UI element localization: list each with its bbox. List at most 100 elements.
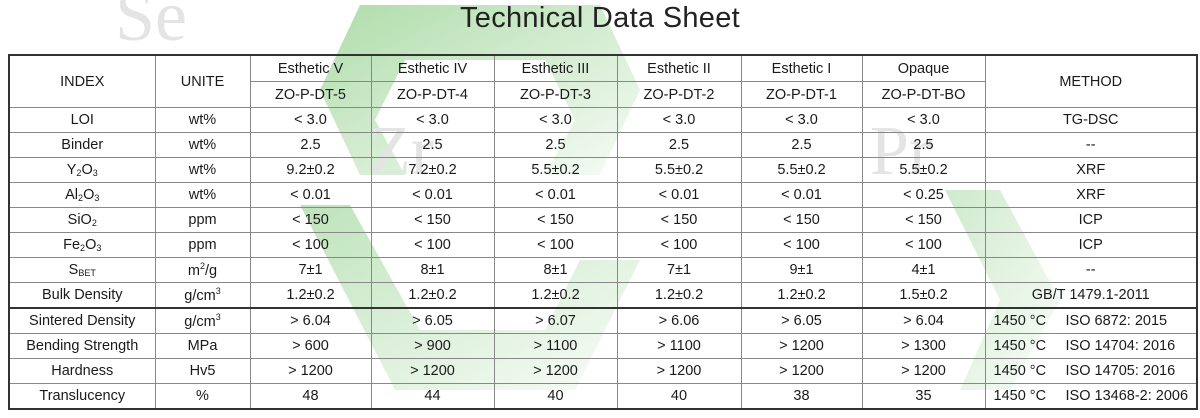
cell-text: MPa [187, 338, 218, 354]
cell-text: Y [66, 162, 77, 178]
page-title: Technical Data Sheet [459, 2, 741, 34]
method-cell: XRF [984, 157, 1198, 183]
value-cell: 1.2±0.2 [249, 282, 372, 309]
value-cell: > 1300 [861, 333, 986, 359]
value-cell: < 0.01 [616, 182, 742, 208]
value-cell: 1.2±0.2 [370, 282, 495, 309]
method-standard: ISO 6872: 2015 [1065, 313, 1168, 329]
value-cell: < 100 [616, 232, 742, 258]
header-index: INDEX [8, 54, 156, 108]
table-row: Binder wt% 2.5 2.5 2.5 2.5 2.5 2.5 -- [8, 132, 1198, 158]
cell-text: Hardness [51, 363, 114, 379]
cell-text: wt% [188, 137, 217, 153]
unit-cell: % [154, 383, 251, 410]
method-cell: TG-DSC [984, 107, 1198, 133]
value-cell: < 150 [370, 207, 495, 233]
value-cell: > 900 [370, 333, 495, 359]
value-cell: > 1200 [740, 333, 863, 359]
value-cell: 1.2±0.2 [616, 282, 742, 309]
index-cell: Binder [8, 132, 156, 158]
method-cell: 1450 °C ISO 13468-2: 2006 [984, 383, 1198, 410]
value-cell: 7.2±0.2 [370, 157, 495, 183]
value-cell: > 6.05 [740, 307, 863, 334]
value-cell: < 100 [249, 232, 372, 258]
table-body: INDEX UNITE Esthetic V Esthetic IV Esthetic … [8, 54, 1198, 410]
index-cell: Sintered Density [8, 307, 156, 334]
header-product-name: Opaque [861, 54, 986, 82]
method-standard: ISO 14705: 2016 [1065, 363, 1176, 379]
subscript-text: 3 [94, 193, 100, 203]
value-cell: 7±1 [249, 257, 372, 283]
header-row: ZO-P-DT-5 ZO-P-DT-4 ZO-P-DT-3 ZO-P-DT-2 ZO-P… [9, 81, 1197, 108]
header-product-code: ZO-P-DT-3 [493, 81, 618, 108]
method-standard: ISO 13468-2: 2006 [1065, 388, 1189, 404]
value-cell: < 3.0 [740, 107, 863, 133]
value-cell: < 3.0 [616, 107, 742, 133]
table-row: Fe2O3 ppm < 100 < 100 < 100 < 100 < 100 < 100 IC… [8, 232, 1198, 258]
cell-text: Sintered Density [29, 313, 136, 329]
value-cell: 4±1 [861, 257, 986, 283]
header-product-code: ZO-P-DT-5 [249, 81, 372, 108]
subscript-text: BET [78, 268, 96, 278]
cell-text: O [85, 237, 97, 253]
value-cell: < 150 [861, 207, 986, 233]
value-cell: 5.5±0.2 [616, 157, 742, 183]
unit-cell: Hv5 [154, 358, 251, 384]
cell-text: g/cm [184, 314, 216, 330]
value-cell: 5.5±0.2 [861, 157, 986, 183]
value-cell: > 6.07 [493, 307, 618, 334]
cell-text: Hv5 [189, 363, 216, 379]
method-cell: ICP [984, 207, 1198, 233]
value-cell: 2.5 [740, 132, 863, 158]
value-cell: 8±1 [493, 257, 618, 283]
cell-text: g/cm [184, 288, 216, 304]
unit-cell: ppm [154, 207, 251, 233]
index-cell: Fe2O3 [8, 232, 156, 258]
index-cell: Bending Strength [8, 333, 156, 359]
unit-cell: wt% [154, 107, 251, 133]
subscript-text: 2 [78, 193, 84, 203]
value-cell: < 150 [249, 207, 372, 233]
table-row: LOI wt% < 3.0 < 3.0 < 3.0 < 3.0 < 3.0 < 3.0 TG-D… [8, 107, 1198, 133]
method-temperature: 1450 °C [993, 313, 1047, 329]
header-product-code: ZO-P-DT-2 [616, 81, 742, 108]
value-cell: < 0.01 [493, 182, 618, 208]
value-cell: > 6.04 [861, 307, 986, 334]
table-row: Translucency% 48 44 40 40 38 35 1450 °C ISO 1346… [8, 383, 1198, 410]
index-cell: Translucency [8, 383, 156, 410]
subscript-text: 3 [92, 168, 98, 178]
cell-text: ppm [188, 212, 217, 228]
index-cell: Bulk Density [8, 282, 156, 309]
value-cell: < 100 [493, 232, 618, 258]
cell-text: Bending Strength [26, 338, 139, 354]
cell-text: ppm [188, 237, 217, 253]
table-row: Y2O3 wt% 9.2±0.2 7.2±0.2 5.5±0.2 5.5±0.2 5.5±0… [8, 157, 1198, 183]
cell-text: O [81, 162, 93, 178]
cell-text: S [68, 262, 79, 278]
table-row: SiO2 ppm < 150 < 150 < 150 < 150 < 150 < 150 ICP [8, 207, 1198, 233]
header-method: METHOD [984, 54, 1198, 108]
value-cell: < 100 [370, 232, 495, 258]
value-cell: 48 [249, 383, 372, 410]
value-cell: < 150 [616, 207, 742, 233]
value-cell: 2.5 [493, 132, 618, 158]
table-row: Hardness Hv5 > 1200 > 1200 > 1200 > 1200 > 120… [8, 358, 1198, 384]
value-cell: < 3.0 [493, 107, 618, 133]
unit-cell: ppm [154, 232, 251, 258]
cell-text: /g [205, 263, 218, 279]
superscript-text: 2 [199, 261, 205, 271]
value-cell: > 6.05 [370, 307, 495, 334]
unit-cell: m2/g [154, 257, 251, 283]
value-cell: < 100 [740, 232, 863, 258]
cell-text: Al [65, 187, 79, 203]
value-cell: 5.5±0.2 [493, 157, 618, 183]
index-cell: Al2O3 [8, 182, 156, 208]
cell-text: wt% [188, 187, 217, 203]
value-cell: 9±1 [740, 257, 863, 283]
value-cell: < 0.01 [370, 182, 495, 208]
value-cell: > 6.06 [616, 307, 742, 334]
value-cell: 2.5 [370, 132, 495, 158]
cell-text: Bulk Density [41, 287, 123, 303]
table-row: Al2O3 wt% < 0.01 < 0.01 < 0.01 < 0.01 < 0.01 < … [8, 182, 1198, 208]
method-cell: 1450 °C ISO 14705: 2016 [984, 358, 1198, 384]
